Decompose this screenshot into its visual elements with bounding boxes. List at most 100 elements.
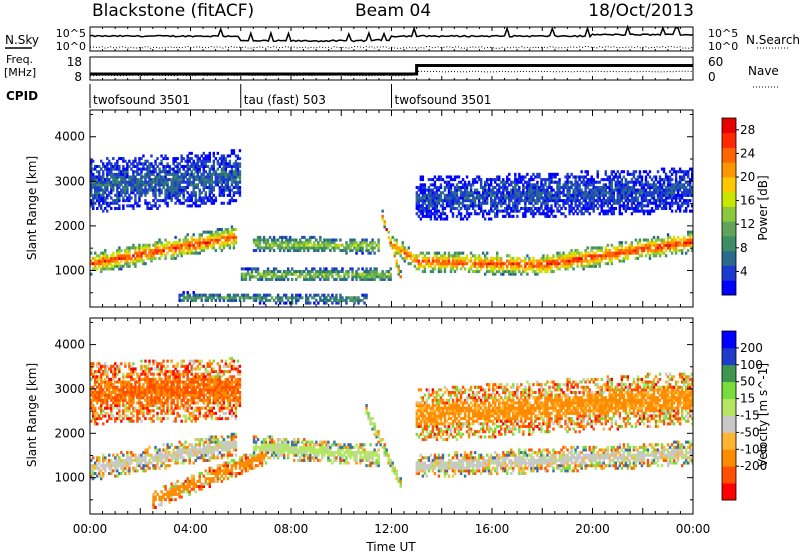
heatmap-cell [92, 159, 95, 163]
heatmap-cell [626, 254, 630, 258]
heatmap-cell [124, 390, 127, 394]
heatmap-cell [142, 191, 145, 195]
heatmap-cell [186, 296, 189, 300]
heatmap-cell [570, 262, 573, 266]
heatmap-cell [558, 191, 561, 195]
heatmap-cell [146, 246, 149, 250]
heatmap-cell [624, 180, 628, 184]
heatmap-cell [345, 251, 348, 255]
heatmap-cell [110, 464, 113, 468]
heatmap-cell [94, 464, 97, 468]
heatmap-cell [220, 159, 224, 163]
heatmap-cell [158, 238, 161, 242]
heatmap-cell [506, 264, 509, 268]
heatmap-cell [650, 206, 654, 211]
heatmap-cell [106, 209, 109, 213]
heatmap-cell [156, 188, 159, 192]
heatmap-cell [164, 246, 167, 250]
heatmap-cell [132, 419, 135, 423]
heatmap-cell [112, 364, 115, 368]
heatmap-cell [124, 256, 127, 260]
heatmap-cell [640, 175, 644, 179]
heatmap-cell [94, 396, 97, 400]
heatmap-cell [437, 185, 441, 189]
heatmap-cell [640, 246, 644, 250]
heatmap-cell [132, 458, 135, 462]
heatmap-cell [415, 191, 419, 195]
heatmap-cell [96, 188, 99, 192]
heatmap-cell [588, 201, 591, 205]
heatmap-cell [347, 296, 350, 300]
heatmap-cell [152, 172, 155, 176]
heatmap-cell [188, 167, 191, 171]
heatmap-cell [590, 191, 593, 195]
heatmap-cell [112, 464, 115, 468]
heatmap-cell [154, 256, 157, 260]
heatmap-cell [166, 157, 169, 161]
heatmap-cell [256, 293, 260, 297]
heatmap-cell [536, 191, 539, 195]
heatmap-cell [554, 193, 557, 197]
heatmap-cell [114, 370, 117, 374]
heatmap-cell [618, 185, 622, 189]
heatmap-cell [126, 383, 129, 387]
heatmap-cell [514, 201, 517, 205]
heatmap-cell [128, 404, 131, 408]
heatmap-cell [254, 267, 258, 271]
heatmap-cell [102, 196, 105, 200]
heatmap-cell [184, 241, 187, 245]
heatmap-cell [345, 246, 348, 250]
heatmap-cell [485, 256, 489, 260]
heatmap-cell [566, 264, 569, 268]
heatmap-cell [132, 396, 135, 400]
heatmap-cell [222, 201, 226, 205]
heatmap-cell [447, 204, 451, 208]
heatmap-cell [349, 298, 352, 302]
heatmap-cell [180, 293, 183, 297]
heatmap-cell [496, 178, 499, 182]
heatmap-cell [584, 206, 587, 211]
heatmap-cell [104, 180, 107, 184]
heatmap-cell [220, 180, 224, 184]
heatmap-cell [676, 183, 680, 187]
heatmap-cell [228, 233, 232, 237]
heatmap-cell [182, 251, 185, 255]
heatmap-cell [528, 191, 531, 195]
heatmap-cell [158, 199, 161, 203]
heatmap-cell [512, 214, 515, 218]
heatmap-cell [471, 270, 475, 274]
heatmap-cell [489, 180, 493, 184]
heatmap-cell [291, 272, 294, 276]
heatmap-cell [204, 191, 207, 195]
heatmap-cell [152, 188, 155, 192]
heatmap-cell [558, 256, 561, 260]
heatmap-cell [202, 230, 205, 234]
heatmap-cell [140, 180, 143, 184]
heatmap-cell [100, 409, 103, 413]
heatmap-cell [684, 180, 688, 184]
heatmap-cell [345, 243, 348, 247]
heatmap-cell [582, 183, 585, 187]
heatmap-cell [447, 193, 451, 197]
heatmap-cell [421, 191, 425, 195]
heatmap-cell [132, 367, 135, 371]
heatmap-cell [112, 183, 115, 187]
heatmap-cell [580, 256, 583, 260]
heatmap-cell [568, 212, 571, 216]
heatmap-cell [184, 170, 187, 174]
heatmap-cell [586, 178, 589, 182]
heatmap-cell [118, 267, 121, 271]
heatmap-cell [315, 270, 318, 274]
heatmap-cell [164, 243, 167, 247]
heatmap-cell [556, 206, 559, 211]
heatmap-cell [333, 298, 336, 302]
heatmap-cell [291, 301, 294, 305]
heatmap-cell [534, 212, 537, 216]
heatmap-cell [130, 396, 133, 400]
heatmap-cell [226, 228, 230, 232]
heatmap-cell [186, 241, 189, 245]
heatmap-cell [345, 270, 348, 274]
heatmap-cell [104, 191, 107, 195]
heatmap-cell [363, 296, 366, 300]
heatmap-cell [477, 270, 481, 274]
